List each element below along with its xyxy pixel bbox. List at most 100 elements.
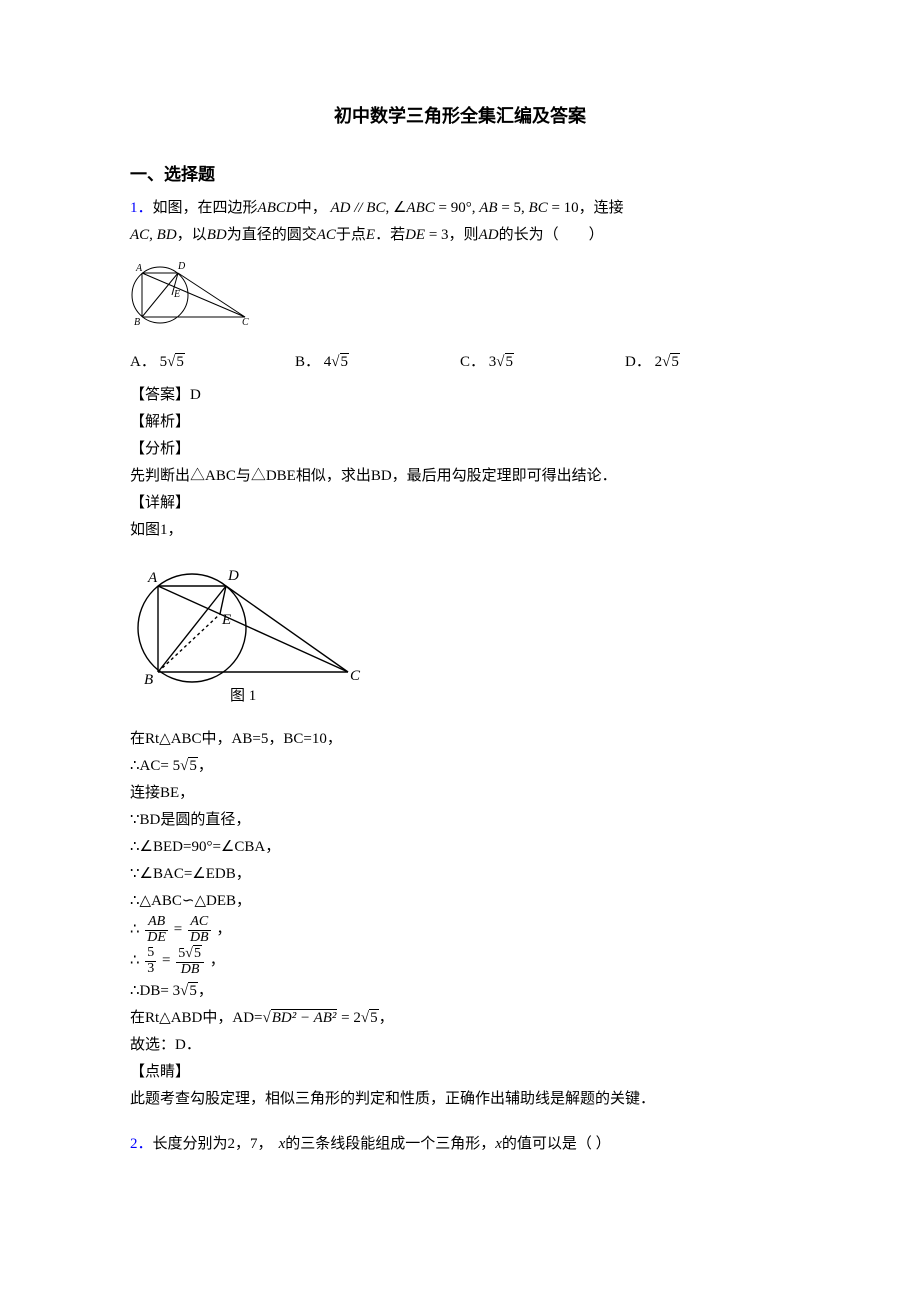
q2-v2: 7 (250, 1136, 258, 1152)
q1-option-d[interactable]: D． 2√5 (625, 349, 790, 376)
page-title: 初中数学三角形全集汇编及答案 (130, 100, 790, 132)
q1-sol2-post: ， (198, 758, 213, 774)
q1-d-coef: 2 (655, 354, 663, 370)
q1-sol-7: ∴△ABC∽△DEB， (130, 888, 790, 915)
fig1-label-e: E (173, 289, 180, 300)
q1-sol8-den1: DE (145, 931, 168, 946)
fig1-label-c: C (242, 317, 249, 328)
q1-sol11-pre: 在Rt△ABD中，AD= (130, 1010, 263, 1026)
q1-l2-acbd: AC, BD (130, 227, 177, 243)
q2-stem: 2．长度分别为2，7，x的三条线段能组成一个三角形，x的值可以是（ ） (130, 1131, 790, 1158)
q1-sol10-coef: 3 (173, 983, 181, 999)
q2-p1: 长度分别为 (153, 1136, 228, 1152)
q1-answer-value: D (190, 387, 201, 403)
q2-c2: ， (258, 1136, 273, 1152)
q1-options: A． 5√5 B． 4√5 C． 3√5 D． 2√5 (130, 349, 790, 376)
q1-figure-large: A B C D E 图 1 (130, 550, 790, 720)
q1-sol11-post: ， (379, 1010, 394, 1026)
q1-a-label: A． (130, 354, 156, 370)
q1-sol-12: 故选：D． (130, 1032, 790, 1059)
q1-stem-p2: 中， (297, 200, 327, 216)
q2-x2: x (495, 1136, 502, 1152)
q1-sol9-den1: 3 (145, 962, 156, 977)
q1-sol2-rad: 5 (188, 757, 198, 775)
q1-sol8-num1: AB (145, 915, 168, 931)
fig1-label-d: D (177, 261, 186, 272)
q1-sol9-den2: DB (176, 963, 204, 978)
q1-sol8-eq: = (174, 922, 182, 938)
q1-option-b[interactable]: B． 4√5 (295, 349, 460, 376)
q1-a-rad: 5 (175, 353, 185, 371)
q1-sol-1: 在Rt△ABC中，AB=5，BC=10， (130, 726, 790, 753)
q1-l2-p6: 的长为（ ） (499, 227, 604, 243)
section-heading: 一、选择题 (130, 160, 790, 191)
q1-b-label: B． (295, 354, 320, 370)
q1-stem-p1: 如图，在四边形 (153, 200, 258, 216)
q1-jiexi-label: 【解析】 (130, 409, 790, 436)
q1-c-rad: 5 (505, 353, 515, 371)
q1-l2-p1: ，以 (177, 227, 207, 243)
q1-d-label: D． (625, 354, 651, 370)
q1-answer: 【答案】D (130, 382, 790, 409)
q2-number: 2． (130, 1136, 153, 1152)
fig2-label-d: D (227, 568, 239, 584)
q1-sol9-n2r: 5 (193, 945, 202, 961)
q1-cond-bcv: = 10 (548, 200, 579, 216)
q1-l2-ad: AD (479, 227, 499, 243)
q1-fenxi-label: 【分析】 (130, 436, 790, 463)
q1-l2-ac: AC (317, 227, 336, 243)
q1-sol11-under: BD² − AB² (271, 1009, 338, 1027)
fig2-label-e: E (221, 612, 231, 628)
q1-sol10-rad: 5 (188, 982, 198, 1000)
q1-l2-p2: 为直径的圆交 (227, 227, 317, 243)
q1-sol9-num1: 5 (145, 946, 156, 962)
q1-cond-mid: , ∠ (385, 200, 406, 216)
q1-sol-11: 在Rt△ABD中，AD=√BD² − AB² = 2√5， (130, 1005, 790, 1032)
q1-sol8-post: ， (216, 922, 231, 938)
q1-stem-line2: AC, BD，以BD为直径的圆交AC于点E．若DE = 3，则AD的长为（ ） (130, 222, 790, 249)
q1-abcd: ABCD (258, 200, 297, 216)
q1-sol8-num2: AC (188, 915, 211, 931)
fig1-label-a: A (135, 263, 143, 274)
q1-sol9-pre: ∴ (130, 953, 140, 969)
q1-sol2-pre: ∴AC= (130, 758, 173, 774)
q1-b-rad: 5 (340, 353, 350, 371)
q1-figure-small: A B C D E (130, 255, 790, 345)
q1-dianjing-label: 【点睛】 (130, 1059, 790, 1086)
q1-xiangjie-line1: 如图1， (130, 517, 790, 544)
q1-sol10-pre: ∴DB= (130, 983, 173, 999)
q1-l2-p4: ．若 (375, 227, 405, 243)
q2-p3: 的值可以是（ ） (502, 1136, 611, 1152)
q1-answer-label: 【答案】 (130, 387, 190, 403)
q1-d-rad: 5 (670, 353, 680, 371)
fig2-label-c: C (350, 668, 361, 684)
q1-sol-9: ∴ 53 = 5√5DB ， (130, 945, 790, 977)
q1-a-coef: 5 (160, 354, 168, 370)
q1-cond-eq: = 90°, (435, 200, 479, 216)
q1-xiangjie-label: 【详解】 (130, 490, 790, 517)
q1-l2-p5: ，则 (449, 227, 479, 243)
q1-cond-bc: BC (529, 200, 548, 216)
q1-fenxi-text: 先判断出△ABC与△DBE相似，求出BD，最后用勾股定理即可得出结论． (130, 463, 790, 490)
q1-sol9-eq: = (162, 953, 170, 969)
q1-option-c[interactable]: C． 3√5 (460, 349, 625, 376)
q1-cond-adbc: AD // BC (330, 200, 385, 216)
q1-sol-6: ∵∠BAC=∠EDB， (130, 861, 790, 888)
q1-dianjing-text: 此题考查勾股定理，相似三角形的判定和性质，正确作出辅助线是解题的关键． (130, 1086, 790, 1113)
fig2-caption: 图 1 (230, 687, 256, 704)
q1-number: 1． (130, 200, 153, 216)
q1-sol9-post: ， (210, 953, 225, 969)
q1-sol-5: ∴∠BED=90°=∠CBA， (130, 834, 790, 861)
q1-sol11-eq: = (337, 1010, 353, 1026)
q1-stem-line1: 1．如图，在四边形ABCD中， AD // BC, ∠ABC = 90°, AB… (130, 195, 790, 222)
q1-sol10-post: ， (198, 983, 213, 999)
q1-l2-p3: 于点 (336, 227, 366, 243)
q1-l2-dev: = 3 (425, 227, 448, 243)
q1-sol11-coef: 2 (353, 1010, 361, 1026)
q1-cond-abc: ABC (406, 200, 434, 216)
q1-option-a[interactable]: A． 5√5 (130, 349, 295, 376)
q1-sol8-den2: DB (188, 931, 211, 946)
q1-cond-ab: AB (479, 200, 497, 216)
q1-l2-de: DE (405, 227, 425, 243)
q1-sol11-rad: 5 (369, 1009, 379, 1027)
